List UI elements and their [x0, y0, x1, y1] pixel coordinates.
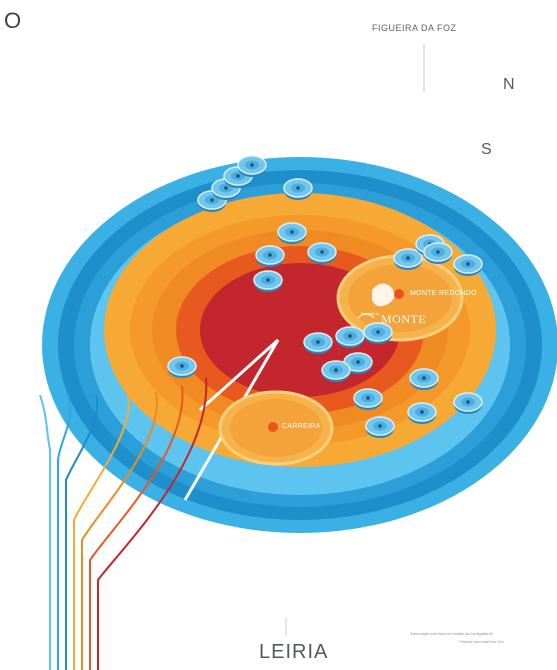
footnote-1: *Informação com base em extrato da Carto…: [410, 632, 493, 636]
marker-6: [277, 222, 307, 244]
place-label-carreira: CARREIRA: [282, 423, 321, 430]
monte-redondo-area: [336, 254, 464, 342]
marker-22: [365, 416, 395, 438]
marker-23: [407, 402, 437, 424]
city-label-top: FIGUEIRA DA FOZ: [372, 23, 457, 33]
route-lines: [39, 377, 208, 670]
brand-name: MONTE: [381, 312, 427, 326]
marker-7: [255, 245, 285, 267]
distance-rings: [42, 157, 557, 533]
marker-10: [393, 248, 423, 270]
city-label-bottom: LEIRIA: [259, 641, 329, 663]
marker-21: [409, 368, 439, 390]
marker-14: [167, 356, 197, 378]
north-label: N: [503, 76, 515, 93]
marker-20: [353, 388, 383, 410]
wedge-edge: [183, 338, 280, 501]
marker-19: [321, 360, 351, 382]
marker-17: [363, 322, 393, 344]
marker-13: [453, 254, 483, 276]
marker-9: [253, 270, 283, 292]
footnote-2: **Valores com base nos Cen: [458, 640, 504, 644]
marker-24: [453, 392, 483, 414]
marker-5: [283, 178, 313, 200]
south-label: S: [481, 141, 492, 158]
marker-15: [303, 332, 333, 354]
brand-prefix: Herdade do: [361, 312, 380, 316]
markers: [167, 155, 483, 438]
marker-4: [237, 155, 267, 177]
brand-logo: [357, 283, 395, 319]
carreira-area: [218, 390, 334, 466]
compass-ring: O: [4, 8, 22, 33]
marker-8: [307, 242, 337, 264]
marker-16: [335, 326, 365, 348]
place-label-monte-redondo: MONTE REDONDO: [410, 290, 477, 297]
marker-12: [423, 242, 453, 264]
